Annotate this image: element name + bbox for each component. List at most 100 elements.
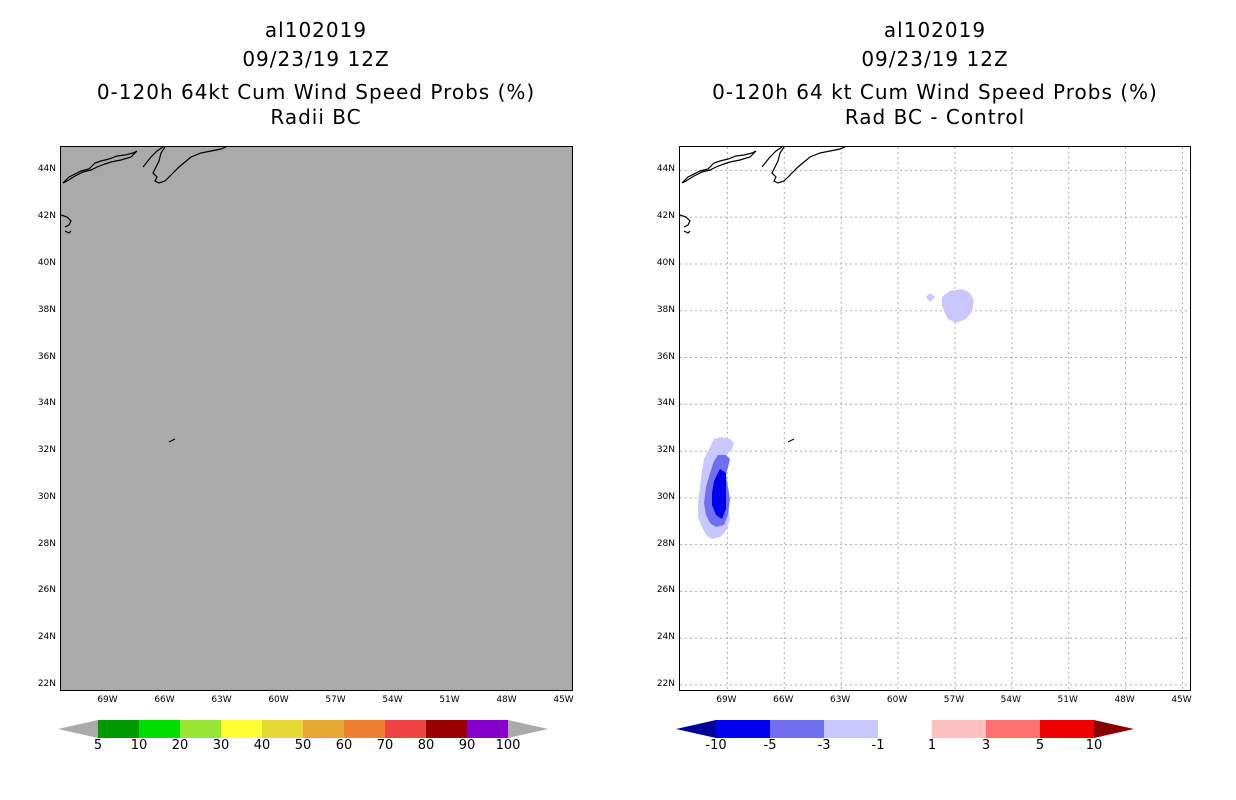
left-lat-tick-42N: 42N	[37, 211, 56, 222]
chart-subtitle: Radii BC	[270, 105, 362, 129]
coastline-newfoundland	[142, 147, 227, 184]
right-colorbar-swatch-0	[716, 720, 770, 738]
right-lon-tick-48W: 48W	[1114, 695, 1135, 705]
left-lon-tick-54W: 54W	[382, 695, 403, 705]
left-lat-tick-36N: 36N	[37, 351, 56, 362]
right-lat-tick-28N: 28N	[656, 538, 675, 549]
left-colorbar-swatch-9	[467, 720, 508, 738]
left-colorbar-under	[58, 720, 98, 738]
left-colorbar-label-5: 50	[294, 738, 312, 753]
right-colorbar-label-3: -1	[871, 738, 885, 753]
left-lat-tick-28N: 28N	[37, 538, 56, 549]
left-lat-tick-30N: 30N	[37, 491, 56, 502]
right-lon-tick-63W: 63W	[829, 695, 851, 705]
coastline-nova-scotia	[681, 150, 757, 184]
right-colorbar-label-2: -3	[817, 738, 831, 753]
right-lon-tick-45W: 45W	[1171, 695, 1192, 705]
storm-id: al102019	[883, 18, 987, 42]
chart-title: 0-120h 64 kt Cum Wind Speed Probs (%)	[712, 80, 1158, 104]
right-lat-tick-38N: 38N	[656, 304, 675, 315]
right-title-block: al102019 09/23/19 12Z 0-120h 64 kt Cum W…	[679, 16, 1191, 132]
left-colorbar-swatch-3	[221, 720, 262, 738]
right-lat-tick-22N: 22N	[656, 678, 675, 689]
left-lon-tick-45W: 45W	[553, 695, 574, 705]
left-lon-tick-63W: 63W	[211, 695, 232, 705]
left-colorbar-swatch-8	[426, 720, 467, 738]
coastline-cape-cod	[61, 214, 72, 234]
left-colorbar-label-0: 5	[93, 738, 103, 753]
left-lon-tick-48W: 48W	[496, 695, 517, 705]
right-lat-tick-44N: 44N	[656, 164, 675, 175]
left-lat-tick-40N: 40N	[37, 257, 56, 268]
left-colorbar-label-8: 80	[417, 738, 435, 753]
forecast-time: 09/23/19 12Z	[861, 47, 1009, 71]
right-lat-tick-24N: 24N	[656, 632, 675, 643]
contour-minus-1-north	[942, 289, 974, 323]
lat-lon-grid	[680, 147, 1190, 690]
right-lon-tick-51W: 51W	[1057, 695, 1078, 705]
right-colorbar-swatch-6	[1040, 720, 1094, 738]
bermuda-island	[787, 438, 795, 443]
right-colorbar-over	[1094, 720, 1134, 738]
left-colorbar-label-7: 70	[376, 738, 394, 753]
left-lat-tick-34N: 34N	[37, 398, 56, 409]
right-colorbar-label-4: 1	[927, 738, 937, 753]
coastline-nova-scotia	[62, 150, 138, 184]
left-colorbar-label-4: 40	[253, 738, 271, 753]
left-colorbar-label-1: 10	[130, 738, 148, 753]
right-lat-tick-36N: 36N	[656, 351, 675, 362]
left-colorbar-label-3: 30	[212, 738, 230, 753]
left-colorbar-swatch-1	[139, 720, 180, 738]
left-colorbar-swatch-7	[385, 720, 426, 738]
left-colorbar-swatch-6	[344, 720, 385, 738]
bermuda-island	[168, 438, 176, 443]
right-lat-tick-26N: 26N	[656, 585, 675, 596]
left-colorbar-label-9: 90	[458, 738, 476, 753]
right-colorbar-label-1: -5	[763, 738, 777, 753]
coastline-newfoundland	[761, 147, 846, 184]
right-colorbar-label-7: 10	[1085, 738, 1103, 753]
contour-minus-1-north-dot	[926, 293, 935, 302]
left-colorbar-swatch-4	[262, 720, 303, 738]
left-lat-tick-24N: 24N	[37, 632, 56, 643]
right-colorbar-swatch-3	[878, 720, 932, 738]
left-lon-tick-57W: 57W	[325, 695, 346, 705]
left-map-svg	[61, 147, 227, 443]
right-lat-tick-30N: 30N	[656, 491, 675, 502]
right-colorbar-label-5: 3	[981, 738, 991, 753]
left-lat-tick-26N: 26N	[37, 585, 56, 596]
right-lat-tick-40N: 40N	[656, 257, 675, 268]
right-map-svg	[680, 147, 1190, 690]
left-lat-tick-22N: 22N	[37, 678, 56, 689]
right-colorbar-under	[676, 720, 716, 738]
left-lon-tick-69W: 69W	[97, 695, 118, 705]
right-colorbar-label-0: -10	[705, 738, 727, 753]
left-lat-tick-38N: 38N	[37, 304, 56, 315]
right-map-panel	[679, 146, 1191, 691]
right-colorbar-swatch-4	[932, 720, 986, 738]
right-lon-tick-69W: 69W	[716, 695, 737, 705]
forecast-time: 09/23/19 12Z	[242, 47, 390, 71]
left-lon-tick-60W: 60W	[268, 695, 289, 705]
right-lon-tick-54W: 54W	[1000, 695, 1022, 705]
left-colorbar-label-2: 20	[171, 738, 189, 753]
left-map-panel	[60, 146, 573, 691]
left-colorbar-swatch-0	[98, 720, 139, 738]
left-lat-tick-44N: 44N	[37, 164, 56, 175]
right-colorbar-swatch-2	[824, 720, 878, 738]
coastline-cape-cod	[680, 214, 691, 234]
right-lon-tick-66W: 66W	[773, 695, 794, 705]
right-lat-tick-42N: 42N	[656, 211, 675, 222]
left-colorbar-swatch-2	[180, 720, 221, 738]
right-lat-tick-34N: 34N	[656, 398, 675, 409]
right-colorbar	[676, 720, 1134, 738]
right-lon-tick-57W: 57W	[943, 695, 965, 705]
right-lat-tick-32N: 32N	[656, 445, 675, 456]
contour-minus-5-south	[712, 469, 726, 519]
left-colorbar	[58, 720, 548, 738]
right-lon-tick-60W: 60W	[886, 695, 908, 705]
storm-id: al102019	[264, 18, 368, 42]
left-colorbar-over	[508, 720, 548, 738]
left-title-block: al102019 09/23/19 12Z 0-120h 64kt Cum Wi…	[60, 16, 572, 132]
left-colorbar-label-6: 60	[335, 738, 353, 753]
